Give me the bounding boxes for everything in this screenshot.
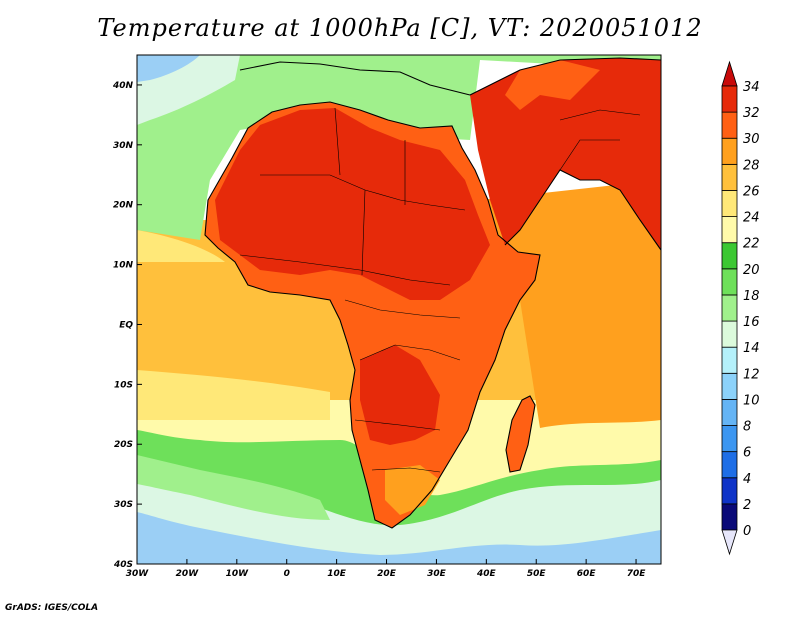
colorbar-label: 28 bbox=[743, 158, 760, 173]
colorbar-label: 18 bbox=[743, 289, 760, 304]
lon-tick-label: 20W bbox=[176, 569, 200, 579]
colorbar-swatch bbox=[721, 399, 738, 426]
lon-tick-label: 10E bbox=[327, 569, 347, 579]
colorbar-label: 12 bbox=[743, 367, 760, 382]
land-madagascar bbox=[506, 396, 535, 472]
longitude-axis: 30W 20W 10W 0 10E 20E 30E 40E 50E 60E 70E bbox=[126, 559, 646, 579]
lat-tick-label: EQ bbox=[119, 320, 133, 330]
lon-tick-label: 70E bbox=[627, 569, 647, 579]
colorbar-swatch bbox=[721, 425, 738, 453]
colorbar-swatch bbox=[721, 163, 738, 191]
lat-tick-label: 20S bbox=[114, 440, 133, 450]
colorbar-swatch bbox=[721, 294, 738, 322]
lon-tick-label: 30E bbox=[427, 569, 447, 579]
ocean-tropical-east bbox=[480, 180, 661, 428]
colorbar-label: 10 bbox=[743, 393, 760, 408]
colorbar-label: 6 bbox=[743, 446, 751, 461]
colorbar-swatch bbox=[721, 451, 738, 479]
ocean-south-lightgreen bbox=[137, 455, 330, 520]
lon-tick-label: 50E bbox=[527, 569, 547, 579]
colorbar-swatch bbox=[721, 503, 738, 531]
colorbar-label: 16 bbox=[743, 315, 760, 330]
lat-tick-label: 10S bbox=[114, 380, 133, 390]
colorbar-swatch bbox=[721, 320, 738, 348]
lat-tick-label: 20N bbox=[113, 201, 134, 211]
colorbar-label: 2 bbox=[743, 498, 751, 513]
colorbar-swatch bbox=[721, 190, 738, 217]
colorbar-label: 30 bbox=[743, 132, 760, 147]
colorbar-bottom-arrow bbox=[721, 529, 738, 556]
map-frame bbox=[136, 54, 662, 565]
colorbar-swatch bbox=[721, 216, 738, 244]
colorbar-label: 22 bbox=[743, 237, 760, 252]
colorbar-swatch bbox=[721, 85, 738, 113]
colorbar-swatch bbox=[721, 477, 738, 505]
colorbar-swatch bbox=[721, 242, 738, 270]
colorbar-label: 8 bbox=[743, 420, 751, 435]
colorbar-top-arrow bbox=[721, 60, 738, 87]
land-africa-south-mild bbox=[385, 465, 440, 515]
colorbar-swatch bbox=[721, 111, 738, 139]
map-title: Temperature at 1000hPa [C], VT: 20200510… bbox=[97, 14, 703, 42]
land-africa-hot bbox=[215, 108, 490, 300]
credit-text: GrADS: IGES/COLA bbox=[5, 603, 99, 613]
colorbar-label: 0 bbox=[743, 524, 751, 539]
colorbar-swatch bbox=[721, 372, 738, 400]
colorbar-swatch bbox=[721, 137, 738, 165]
lon-tick-label: 20E bbox=[377, 569, 397, 579]
country-borders bbox=[239, 107, 641, 473]
lon-tick-label: 40E bbox=[476, 569, 497, 579]
temperature-field bbox=[137, 55, 661, 564]
colorbar-label: 34 bbox=[743, 80, 760, 95]
land-arabia-warm bbox=[505, 60, 600, 110]
lat-tick-label: 40S bbox=[113, 560, 133, 570]
lat-tick-label: 10N bbox=[113, 261, 134, 271]
colorbar-label: 24 bbox=[743, 211, 760, 226]
lon-tick-label: 30W bbox=[126, 569, 150, 579]
coastlines bbox=[204, 57, 661, 529]
latitude-axis: 40N 30N 20N 10N EQ 10S 20S 30S 40S bbox=[112, 81, 142, 570]
lat-tick-label: 40N bbox=[112, 81, 134, 91]
ocean-north bbox=[137, 55, 661, 240]
colorbar-label: 26 bbox=[743, 184, 760, 199]
colorbar-label: 14 bbox=[743, 341, 760, 356]
ocean-north-cooler bbox=[137, 55, 200, 82]
lon-tick-label: 60E bbox=[577, 569, 597, 579]
lon-tick-label: 10W bbox=[226, 569, 250, 579]
colorbar-label: 20 bbox=[743, 263, 760, 278]
land-africa-south-hot bbox=[360, 345, 440, 445]
colorbar-swatch bbox=[721, 346, 738, 374]
lon-tick-label: 0 bbox=[284, 569, 290, 579]
colorbar-label: 4 bbox=[743, 472, 751, 487]
lat-tick-label: 30S bbox=[114, 500, 133, 510]
lat-tick-label: 30N bbox=[113, 141, 134, 151]
colorbar-label: 32 bbox=[743, 106, 760, 121]
colorbar-swatch bbox=[721, 268, 738, 296]
ocean-atlantic-pale bbox=[137, 230, 330, 420]
